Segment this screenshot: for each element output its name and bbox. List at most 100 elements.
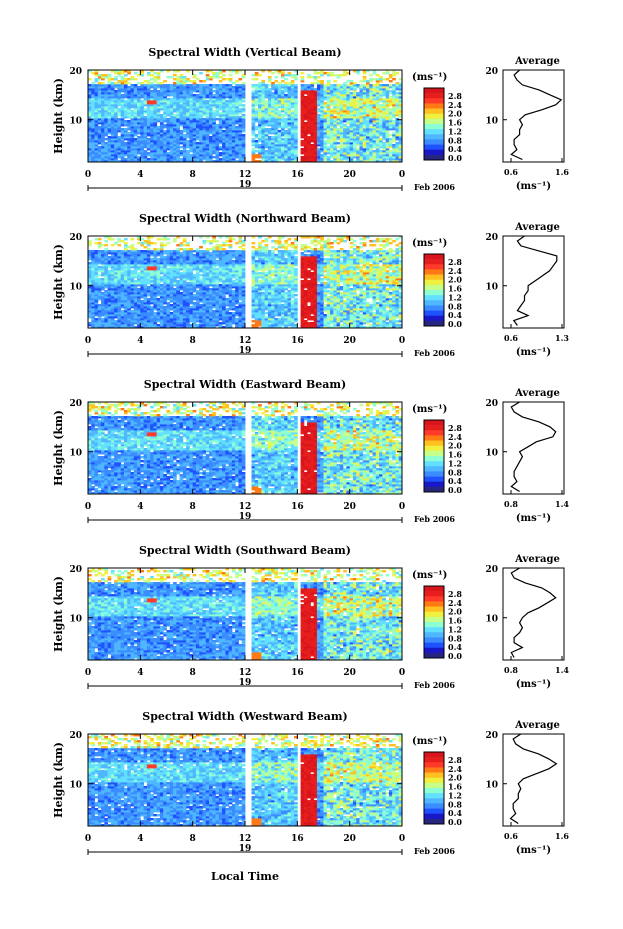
heatmap-cell <box>235 134 239 137</box>
heatmap-cell <box>231 156 236 159</box>
heatmap-cell <box>94 250 99 253</box>
heatmap-cell <box>169 132 174 135</box>
heatmap-cell <box>146 152 151 155</box>
heatmap-cell <box>179 108 184 111</box>
heatmap-cell <box>222 140 226 143</box>
heatmap-cell <box>107 84 112 87</box>
heatmap-cell <box>189 128 194 131</box>
heatmap-cell <box>133 84 138 87</box>
heatmap-cell <box>153 80 158 83</box>
heatmap-cell <box>120 140 125 143</box>
heatmap-cell <box>179 100 184 103</box>
heatmap-cell <box>212 132 216 135</box>
heatmap-cell <box>143 150 148 153</box>
heatmap-cell <box>382 84 387 87</box>
heatmap-cell <box>379 84 383 87</box>
heatmap-cell <box>143 130 148 133</box>
heatmap-cell <box>169 312 174 315</box>
heatmap-cell <box>146 140 151 143</box>
heatmap-cell <box>120 160 125 163</box>
heatmap-cell <box>127 98 131 101</box>
heatmap-cell <box>94 144 99 147</box>
heatmap-cell <box>182 146 187 149</box>
heatmap-cell <box>110 146 115 149</box>
heatmap-cell <box>101 122 105 125</box>
heatmap-cell <box>225 160 230 163</box>
heatmap-cell <box>228 126 233 129</box>
heatmap-cell <box>127 122 131 125</box>
heatmap-cell <box>205 128 210 131</box>
heatmap-cell <box>150 98 154 101</box>
heatmap-cell <box>88 100 92 103</box>
heatmap-cell <box>133 134 138 137</box>
heatmap-cell <box>97 146 102 149</box>
heatmap-cell <box>173 250 177 253</box>
heatmap-cell <box>209 108 213 111</box>
heatmap-cell <box>150 154 154 157</box>
heatmap-cell <box>222 78 226 81</box>
heatmap-cell <box>258 82 262 85</box>
heatmap-cell <box>88 70 92 73</box>
heatmap-cell <box>192 90 197 93</box>
colorbar-segment <box>424 88 444 94</box>
heatmap-cell <box>137 114 141 117</box>
heatmap-cell <box>186 126 190 129</box>
heatmap-cell <box>156 108 161 111</box>
heatmap-cell <box>225 130 230 133</box>
heatmap-cell <box>120 132 125 135</box>
heatmap-cell <box>392 132 396 135</box>
heatmap-cell <box>137 92 141 95</box>
heatmap-cell <box>199 156 203 159</box>
heatmap-cell <box>101 88 105 91</box>
heatmap-cell <box>212 102 216 105</box>
heatmap-cell <box>251 90 256 93</box>
heatmap-cell <box>202 134 207 137</box>
heatmap-cell <box>97 108 102 111</box>
heatmap-cell <box>271 72 275 75</box>
heatmap-cell <box>114 320 118 323</box>
heatmap-cell <box>173 78 177 81</box>
heatmap-cell <box>228 100 233 103</box>
heatmap-cell <box>117 250 122 253</box>
heatmap-cell <box>179 140 184 143</box>
heatmap-cell <box>173 156 177 159</box>
heatmap-cell <box>163 102 167 105</box>
heatmap-cell <box>97 158 102 161</box>
heatmap-cell <box>97 130 102 133</box>
x-tick-label: 16 <box>291 170 304 180</box>
heatmap-cell <box>94 124 99 127</box>
heatmap-cell <box>186 98 190 101</box>
heatmap-cell <box>156 98 161 101</box>
heatmap-cell <box>156 106 161 109</box>
heatmap-cell <box>192 84 197 87</box>
heatmap-cell <box>182 130 187 133</box>
heatmap-cell <box>284 78 288 81</box>
heatmap-cell <box>137 130 141 133</box>
heatmap-cell <box>127 106 131 109</box>
heatmap-cell <box>235 84 239 87</box>
heatmap-cell <box>173 124 177 127</box>
heatmap-cell <box>392 78 396 81</box>
heatmap-cell <box>231 98 236 101</box>
heatmap-cell <box>212 74 216 77</box>
heatmap-cell <box>88 120 92 123</box>
heatmap-cell <box>117 88 122 91</box>
heatmap-cell <box>202 104 207 107</box>
heatmap-cell <box>222 142 226 145</box>
heatmap-cell <box>192 120 197 123</box>
heatmap-cell <box>179 114 184 117</box>
heatmap-cell <box>235 92 239 95</box>
heatmap-cell <box>218 148 223 151</box>
heatmap-cell <box>195 148 200 151</box>
heatmap-cell <box>192 136 197 139</box>
heatmap-cell <box>199 114 203 117</box>
heatmap-cell <box>199 92 203 95</box>
heatmap-cell <box>117 148 122 151</box>
heatmap-cell <box>212 144 216 147</box>
heatmap-cell <box>166 100 171 103</box>
heatmap-cell <box>205 96 210 99</box>
heatmap-cell <box>104 112 109 115</box>
heatmap-cell <box>110 98 115 101</box>
heatmap-cell <box>303 96 308 99</box>
heatmap-cell <box>159 84 164 87</box>
